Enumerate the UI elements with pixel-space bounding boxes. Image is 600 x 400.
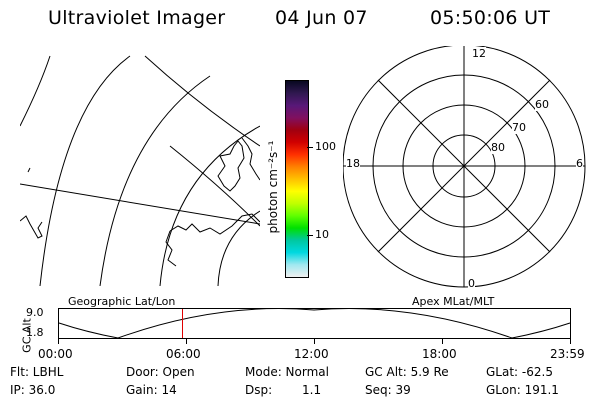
altitude-curve [58,308,571,339]
lat-arc-5 [217,210,260,286]
xtick-label-1200: 12:00 [294,347,329,361]
mlt-label-6: 6 [576,157,583,170]
lat-label-70: 70 [512,121,526,134]
colorbar-tick-10 [307,235,313,236]
status-dsp-label: Dsp: [245,383,273,397]
colorbar-unit-label: photon cm⁻²s⁻¹ [266,140,280,234]
timeline-right-title: Apex MLat/MLT [412,295,495,308]
colorbar-label-100: 100 [315,140,336,153]
lat-arc-1 [20,55,51,127]
xtick-label-0600: 06:00 [166,347,201,361]
colorbar-label-10: 10 [315,228,329,241]
status-flt: Flt: LBHL [10,365,64,379]
mlt-label-12: 12 [472,47,486,60]
coastline-west [20,215,43,239]
timeline-plot [58,308,571,344]
lon-arc-1 [144,55,260,147]
colorbar [285,80,309,278]
lat-arc-2 [39,55,131,286]
status-dsp-value: 1.1 [302,383,322,397]
lat-label-60: 60 [535,98,549,111]
xtick-label-1800: 18:00 [422,347,457,361]
coastline-edge-3 [165,230,177,267]
status-gain: Gain: 14 [126,383,177,397]
status-glon: GLon: 191.1 [486,383,559,397]
colorbar-gradient [286,81,308,277]
lat-label-80: 80 [491,141,505,154]
map-grid-arcs [20,55,260,286]
status-seq: Seq: 39 [365,383,411,397]
polar-diagonal-2 [377,79,551,253]
status-door: Door: Open [126,365,195,379]
header-time: 05:50:06 UT [430,7,551,29]
lat-arc-3 [99,75,211,286]
status-gc-alt: GC Alt: 5.9 Re [365,365,449,379]
xtick-label-0000: 00:00 [38,347,73,361]
coastline-edge-2 [169,213,260,235]
meridian-line [20,183,260,225]
status-glat: GLat: -62.5 [486,365,553,379]
app-title: Ultraviolet Imager [48,7,226,29]
coastline-speck [27,167,31,173]
polar-mlt-plot [343,46,586,288]
mlt-label-0: 0 [468,277,475,290]
coastline-island-1 [217,140,245,192]
timeline-ytick-high: 9.0 [26,306,44,319]
xtick-label-2359: 23:59 [550,347,585,361]
mlt-label-18: 18 [346,157,360,170]
timeline-x-ticks [58,339,571,344]
status-mode: Mode: Normal [245,365,329,379]
colorbar-tick-100 [307,147,313,148]
geographic-map [20,55,260,286]
coastline-edge-1 [241,137,260,181]
header-date: 04 Jun 07 [275,7,368,29]
timeline-left-title: Geographic Lat/Lon [68,295,176,308]
coastline [20,137,260,267]
lat-arc-4 [159,125,260,286]
lon-arc-2 [169,145,260,227]
timeline-frame [58,308,571,339]
timeline-ytick-low: 1.8 [26,326,44,339]
status-ip: IP: 36.0 [10,383,56,397]
